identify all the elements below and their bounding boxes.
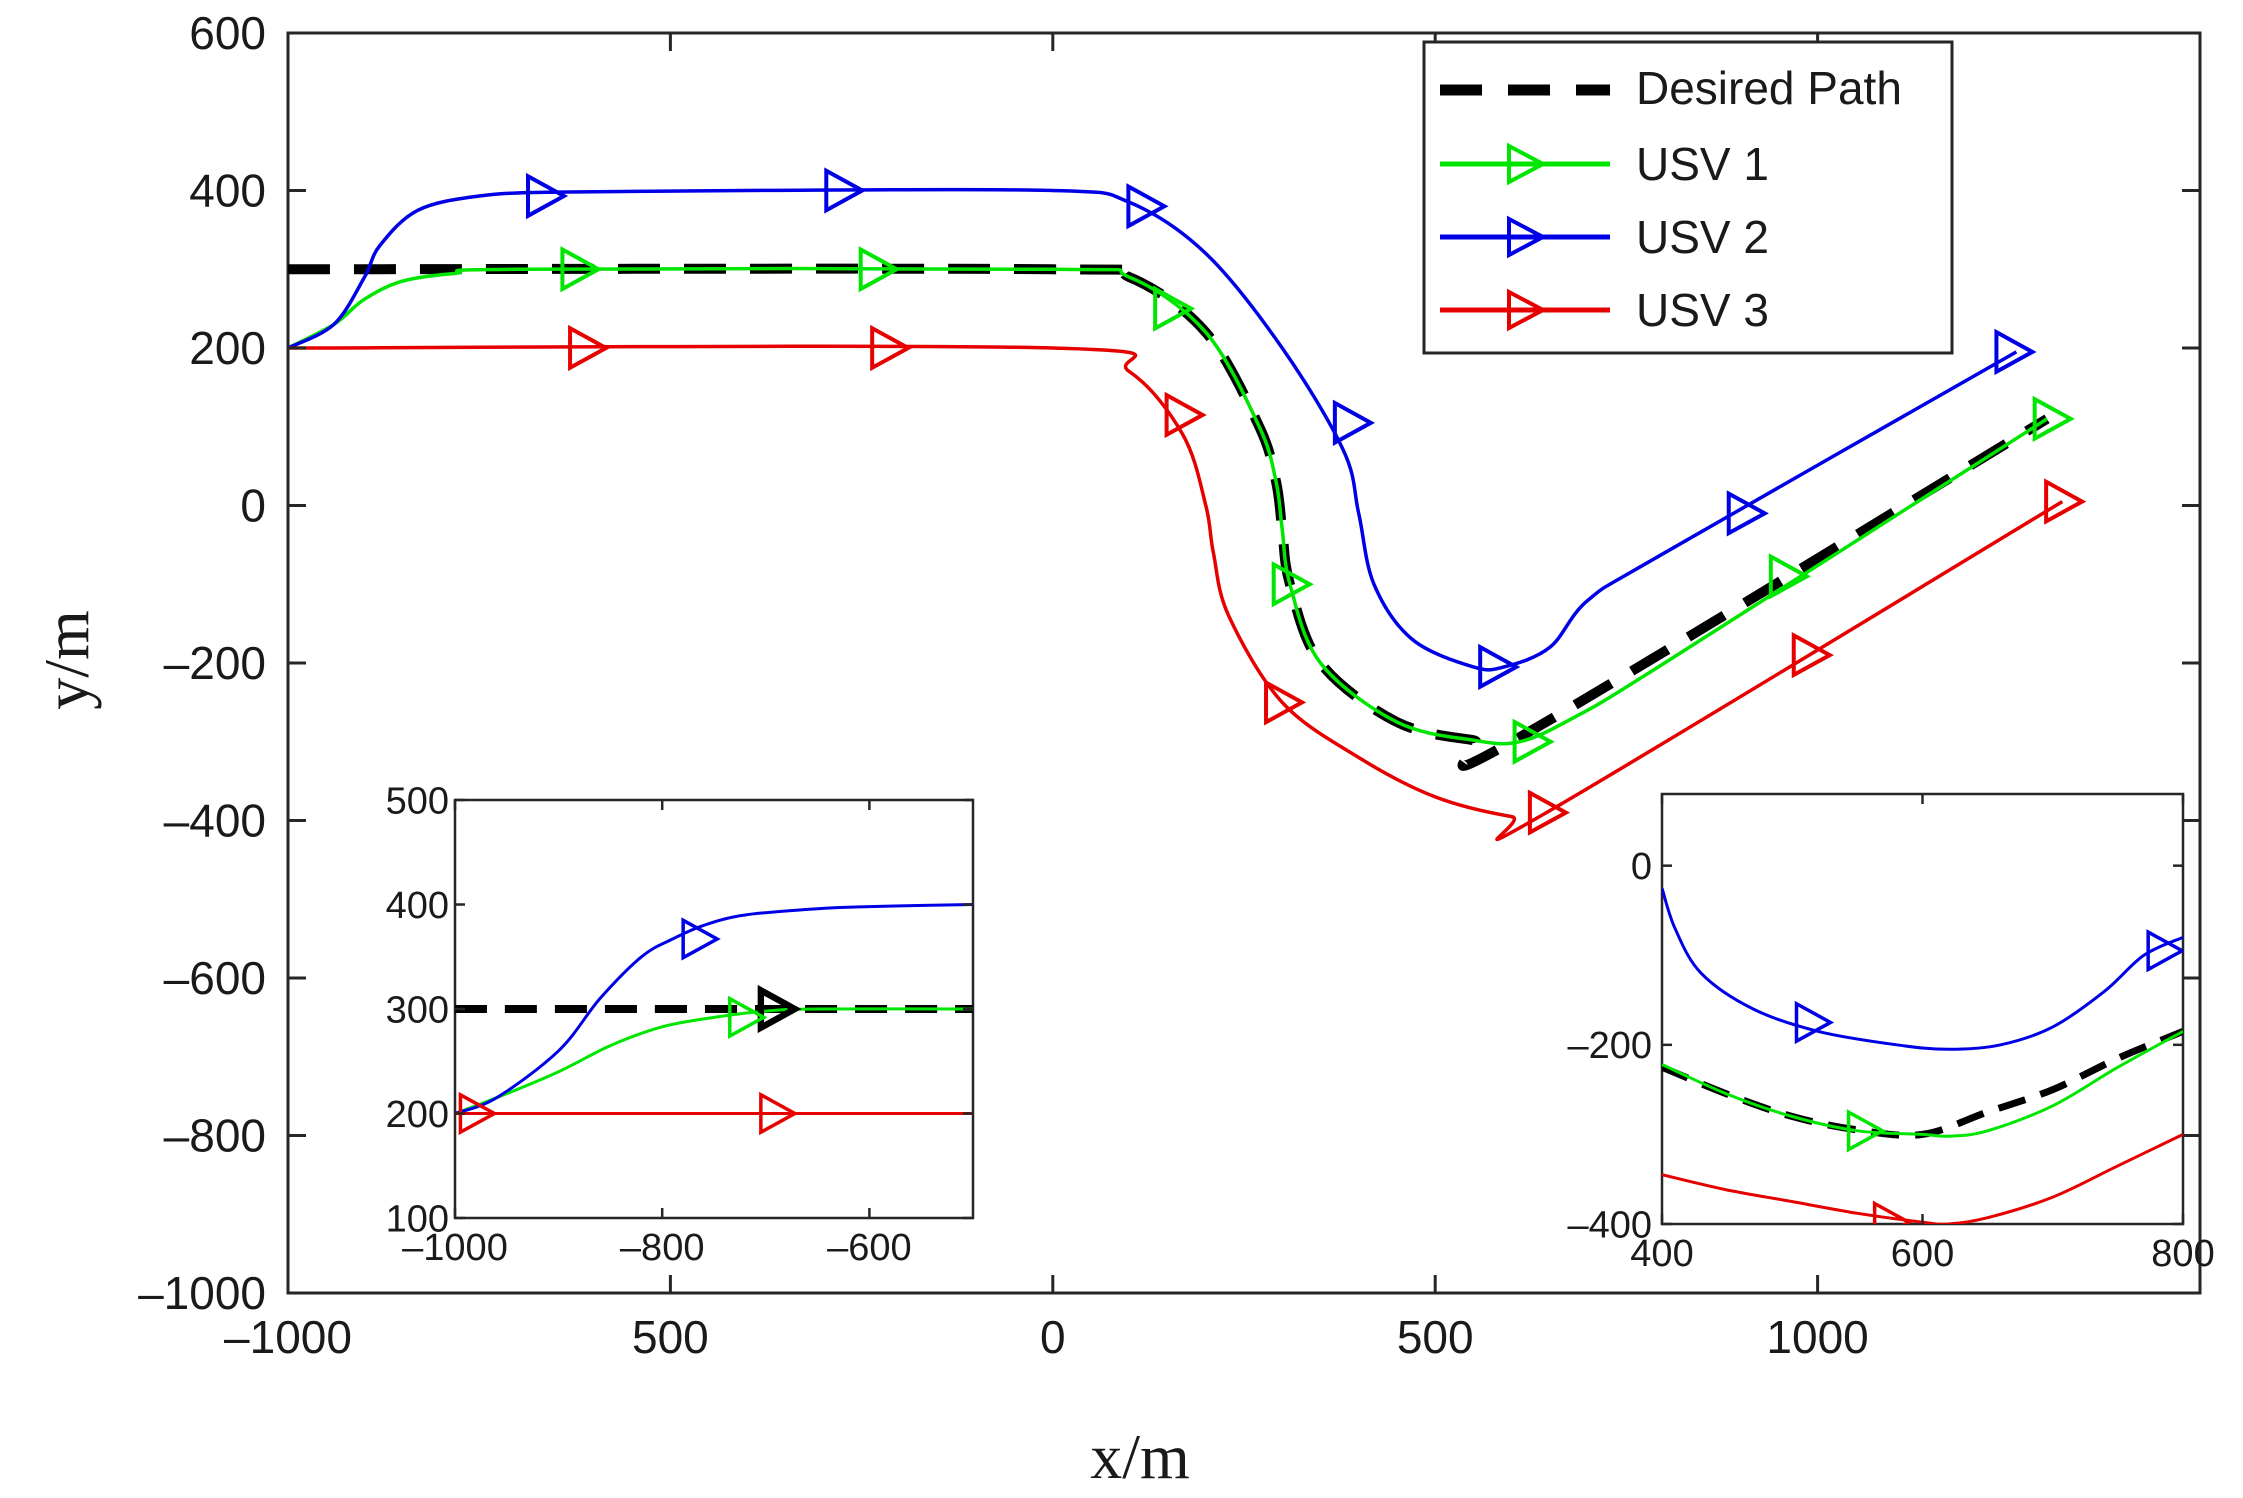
main-series-usv-3-marker — [2044, 478, 2087, 525]
main-series-usv-3-line — [288, 344, 2064, 842]
inset-right-series-usv-3-line — [1662, 1133, 2183, 1224]
main-x-tick-label: 0 — [1040, 1311, 1066, 1363]
main-x-tick-label: 1000 — [1766, 1311, 1868, 1363]
main-y-tick-label: –800 — [164, 1110, 266, 1162]
main-y-tick-label: 0 — [240, 480, 266, 532]
inset-left-y-tick-label: 300 — [386, 989, 449, 1031]
main-series-usv-3-marker — [1164, 391, 1207, 439]
main-series-usv-3-marker — [1527, 789, 1571, 836]
main-series-usv-3-marker — [568, 324, 611, 372]
inset-right-x-tick-label: 800 — [2151, 1233, 2214, 1275]
main-series-usv-2-marker — [824, 167, 867, 214]
inset-left-y-tick-label: 500 — [386, 780, 449, 822]
x-axis-label: x/m — [1090, 1421, 1190, 1492]
y-axis-label: y/m — [31, 610, 102, 710]
inset-left-series-usv-1-marker — [728, 995, 768, 1040]
inset-right-y-tick-label: 0 — [1631, 846, 1652, 888]
inset-right-series-usv-3-marker — [1872, 1200, 1913, 1224]
main-series-usv-2-marker — [1994, 328, 2037, 376]
inset-right-y-tick-label: –200 — [1567, 1025, 1652, 1067]
inset-right-series-usv-2-line — [1662, 887, 2183, 1051]
main-y-tick-label: –1000 — [138, 1267, 266, 1319]
main-y-tick-label: –200 — [164, 637, 266, 689]
main-x-tick-label: 500 — [632, 1311, 709, 1363]
inset-right-frame — [1660, 792, 2185, 1226]
legend-label-usv-3: USV 3 — [1636, 284, 1769, 336]
main-series-usv-2-marker — [1126, 183, 1169, 230]
legend-entry-usv-1: USV 1 — [1440, 138, 1769, 190]
inset-left-x-tick-label: –800 — [620, 1227, 705, 1269]
main-x-tick-label: –1000 — [224, 1311, 352, 1363]
main-series-usv-2-marker — [1478, 643, 1521, 691]
main-series-usv-1-marker — [1271, 561, 1314, 608]
main-series-usv-3-marker — [1264, 679, 1307, 726]
main-y-tick-label: –600 — [164, 952, 266, 1004]
inset-left-x-tick-label: –600 — [827, 1227, 912, 1269]
inset-left-y-tick-label: 100 — [386, 1198, 449, 1240]
inset-left-series-group — [455, 903, 973, 1136]
inset-left-series-desired-path-marker — [757, 984, 802, 1034]
inset-left-y-tick-label: 400 — [386, 885, 449, 927]
main-x-tick-label: 500 — [1397, 1311, 1474, 1363]
main-series-usv-1-marker — [1768, 553, 1811, 600]
main-series-usv-3-marker — [1791, 631, 1834, 679]
main-series-usv-1-marker — [1153, 285, 1196, 332]
legend-marker-usv-3 — [1507, 288, 1548, 332]
main-series-usv-1-marker — [560, 246, 603, 293]
inset-left-axes: –1000 –800 –600 500 400 300 200 100 — [386, 780, 975, 1269]
legend-label-usv-1: USV 1 — [1636, 138, 1769, 190]
main-series-usv-3-marker — [870, 324, 913, 372]
inset-right-x-tick-label: 400 — [1630, 1233, 1693, 1275]
main-series-usv-2-marker — [1332, 399, 1376, 446]
legend-label-usv-2: USV 2 — [1636, 211, 1769, 263]
inset-right-series-usv-2-marker — [2146, 929, 2183, 973]
legend-entry-desired-path: Desired Path — [1440, 62, 1902, 114]
main-series-usv-1-marker — [1512, 718, 1555, 765]
legend-marker-usv-2 — [1507, 215, 1548, 259]
inset-left-series-usv-2-marker — [681, 917, 721, 961]
legend-entry-usv-3: USV 3 — [1440, 284, 1769, 336]
main-series-usv-1-marker — [2032, 395, 2075, 443]
inset-left-y-tick-label: 200 — [386, 1094, 449, 1136]
main-series-usv-2-marker — [1726, 490, 1769, 537]
inset-left-x-tick-label: –1000 — [402, 1227, 508, 1269]
inset-right-x-tick-label: 600 — [1891, 1233, 1954, 1275]
legend: Desired Path USV 1 USV 2 USV 3 — [1422, 40, 1954, 355]
main-series-usv-1-marker — [858, 246, 901, 293]
inset-left-series-usv-1-line — [455, 1007, 973, 1115]
legend-label-desired-path: Desired Path — [1636, 62, 1902, 114]
inset-right-y-tick-label: –400 — [1567, 1204, 1652, 1246]
main-series-usv-2-line — [288, 187, 2018, 672]
inset-left-ticks-group: –1000 –800 –600 500 400 300 200 100 — [386, 780, 973, 1269]
inset-right-series-group — [1662, 887, 2183, 1224]
legend-marker-usv-1 — [1507, 142, 1548, 186]
main-series-group — [288, 167, 2087, 842]
main-series-usv-2-marker — [526, 172, 569, 220]
main-y-tick-label: 200 — [189, 322, 266, 374]
inset-right-series-usv-2-marker — [1794, 1000, 1835, 1045]
legend-entry-usv-2: USV 2 — [1440, 211, 1769, 263]
inset-right-series-usv-1-line — [1662, 1030, 2183, 1138]
inset-right-ticks-group: 400 600 800 0 –200 –400 — [1567, 794, 2215, 1275]
inset-right-series-usv-1-marker — [1846, 1109, 1887, 1153]
main-ticks-group: –1000 500 0 500 10006004002000–200–400–600–8… — [138, 7, 2200, 1363]
main-series-usv-1-line — [288, 266, 2048, 746]
inset-left-series-usv-3-marker — [759, 1091, 799, 1136]
main-y-tick-label: –400 — [164, 795, 266, 847]
inset-left-series-usv-2-line — [455, 903, 973, 1115]
main-y-tick-label: 600 — [189, 7, 266, 59]
inset-right-axes: 400 600 800 0 –200 –400 — [1567, 792, 2215, 1275]
main-y-tick-label: 400 — [189, 165, 266, 217]
